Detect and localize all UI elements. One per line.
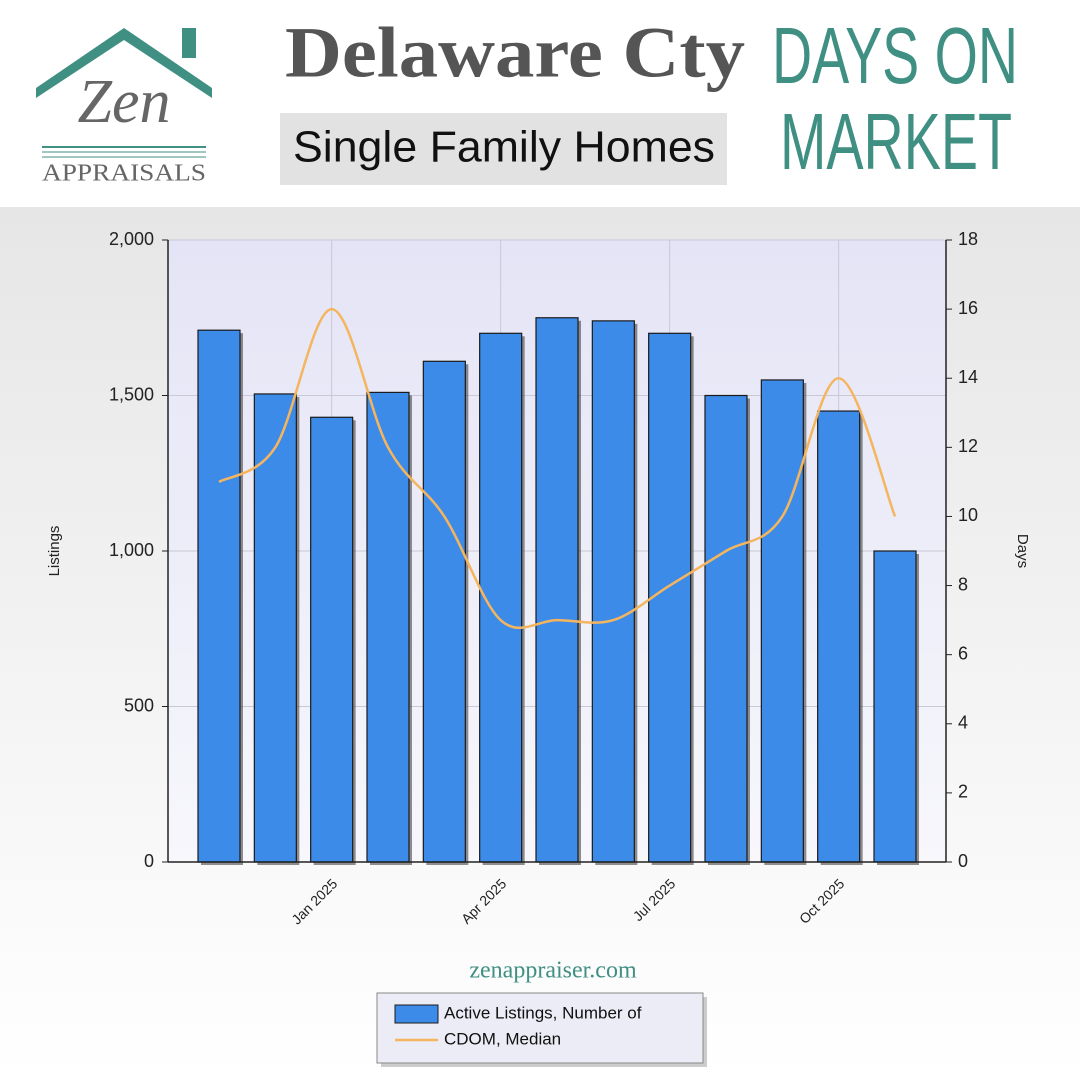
y2-tick-label: 10 <box>958 505 978 525</box>
bar <box>422 360 466 863</box>
bar <box>760 379 804 863</box>
y-tick-label: 1,000 <box>109 540 154 560</box>
topic-line: MARKET <box>780 97 1012 186</box>
bar <box>197 329 241 863</box>
bar <box>366 391 410 863</box>
title: Delaware Cty <box>285 13 745 93</box>
y2-tick-label: 4 <box>958 713 968 733</box>
y2-tick-label: 12 <box>958 436 978 456</box>
y-axis-label: Listings <box>46 526 63 577</box>
logo-name: Zen <box>78 68 171 136</box>
bar <box>817 410 861 863</box>
topic-line: DAYS ON <box>772 11 1018 100</box>
y2-tick-label: 8 <box>958 574 968 594</box>
bar <box>873 550 917 863</box>
bar <box>479 332 523 863</box>
y2-tick-label: 6 <box>958 643 968 663</box>
y2-tick-label: 2 <box>958 782 968 802</box>
legend-label: CDOM, Median <box>444 1029 561 1048</box>
bar <box>310 416 354 863</box>
legend-swatch <box>394 1004 439 1024</box>
logo-sub: APPRAISALS <box>42 161 206 187</box>
y2-tick-label: 18 <box>958 229 978 249</box>
bar <box>535 317 579 863</box>
subtitle: Single Family Homes <box>293 123 715 172</box>
subtitle-box <box>280 113 727 185</box>
y2-tick-label: 16 <box>958 298 978 318</box>
legend-label: Active Listings, Number of <box>444 1003 642 1022</box>
y-tick-label: 500 <box>124 695 154 715</box>
bar <box>648 332 692 863</box>
line <box>218 307 897 630</box>
y-tick-label: 2,000 <box>109 229 154 249</box>
bar <box>253 393 297 863</box>
website: zenappraiser.com <box>469 958 637 984</box>
bar <box>704 394 748 863</box>
y2-tick-label: 14 <box>958 367 978 387</box>
y2-tick-label: 0 <box>958 851 968 871</box>
logo: Zen APPRAISALS <box>36 28 212 187</box>
y-tick-label: 1,500 <box>109 384 154 404</box>
bar <box>591 320 635 863</box>
y-tick-label: 0 <box>144 851 154 871</box>
y2-axis-label: Days <box>1014 534 1031 568</box>
